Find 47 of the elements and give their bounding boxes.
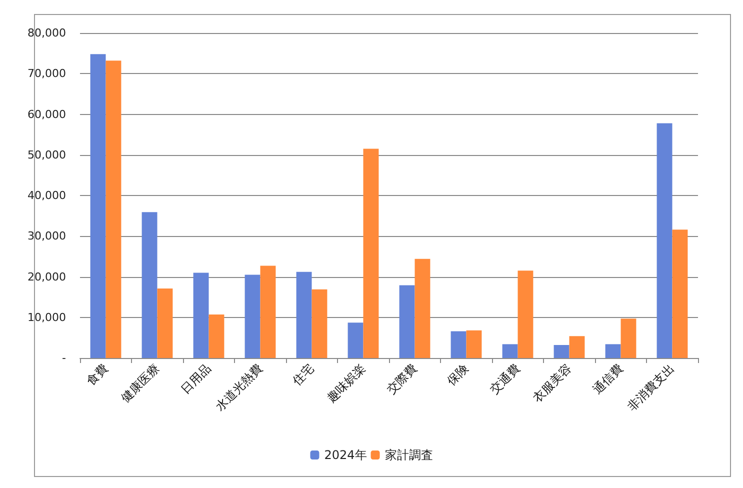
y-tick-label: 70,000: [28, 67, 66, 80]
y-tick-label: 80,000: [28, 26, 66, 40]
bar: [656, 123, 672, 358]
bar: [399, 285, 415, 358]
bar: [466, 330, 482, 358]
bar: [142, 212, 158, 358]
bar: [672, 230, 688, 358]
x-tick-label: 非消費支出: [624, 361, 678, 414]
y-tick-label: 20,000: [28, 270, 66, 284]
x-tick-label: 住宅: [289, 361, 317, 389]
bar: [296, 272, 312, 358]
y-tick-label: 30,000: [28, 230, 66, 243]
x-tick-label: 趣味娯楽: [324, 361, 368, 405]
bar: [502, 344, 518, 358]
bar: [312, 289, 328, 358]
bar: [348, 322, 364, 358]
x-tick-label: 保険: [444, 361, 472, 388]
x-tick-label: 食費: [84, 361, 111, 388]
bar: [90, 54, 106, 358]
legend-label: 2024年: [324, 448, 367, 462]
bar: [620, 318, 636, 358]
bar: [518, 270, 534, 358]
bar: [244, 274, 260, 358]
bar: [363, 148, 379, 358]
x-tick-label: 健康医療: [118, 361, 162, 405]
x-tick-label: 通信費: [590, 361, 626, 396]
bar: [208, 314, 224, 358]
bar: [569, 336, 585, 358]
x-tick-label: 交際費: [384, 361, 420, 396]
y-tick-label: 40,000: [28, 189, 66, 202]
bar: [260, 266, 276, 358]
x-tick-label: 水道光熱費: [212, 361, 266, 414]
x-tick-label: 交通費: [487, 361, 523, 396]
bar: [450, 331, 466, 358]
bar: [106, 60, 122, 358]
bar: [605, 344, 621, 358]
legend-label: 家計調査: [384, 448, 433, 462]
bar: [193, 272, 209, 358]
x-tick-label: 日用品: [178, 361, 214, 396]
y-tick-label: -: [62, 352, 66, 364]
y-tick-label: 10,000: [28, 310, 66, 324]
bar: [157, 288, 173, 358]
bar: [554, 345, 570, 358]
bar: [414, 258, 430, 358]
y-tick-label: 50,000: [28, 148, 66, 162]
y-tick-label: 60,000: [28, 108, 66, 121]
x-tick-label: 衣服美容: [530, 361, 574, 405]
